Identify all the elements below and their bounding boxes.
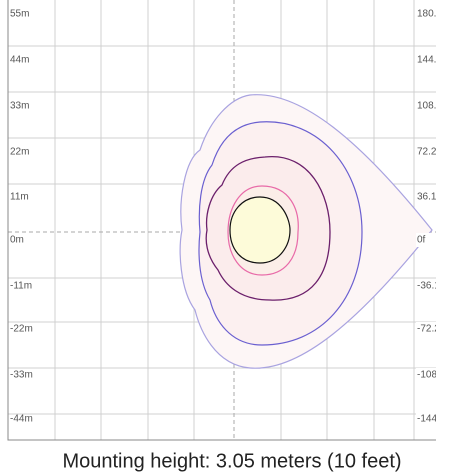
right-label: -108.3f: [417, 370, 448, 381]
label-bg: [416, 412, 436, 426]
left-label: 11m: [10, 192, 29, 203]
left-label: 33m: [10, 101, 29, 112]
right-label: 0f: [417, 235, 426, 246]
right-label: -144.4f: [417, 414, 448, 425]
left-label: -33m: [10, 370, 33, 381]
right-label: 180.4f: [417, 9, 445, 20]
label-bg: [416, 368, 436, 382]
left-label: 55m: [10, 9, 29, 20]
label-bg: [416, 7, 436, 21]
label-bg: [416, 322, 436, 336]
contour: [229, 196, 291, 264]
right-label: -72.2f: [417, 324, 443, 335]
label-bg: [416, 233, 436, 247]
label-bg: [416, 190, 436, 204]
caption: Mounting height: 3.05 meters (10 feet): [62, 450, 401, 472]
right-label: 108.3f: [417, 101, 445, 112]
grid: 180.4f 144.4f 108.3f 72.2f 36.1f 0f -36.1f -72.…: [8, 0, 448, 440]
label-bg: [416, 99, 436, 113]
contours: [179, 94, 433, 369]
left-label: -22m: [10, 324, 33, 335]
left-label: 44m: [10, 55, 29, 66]
left-label: 22m: [10, 147, 29, 158]
left-label: -11m: [10, 281, 32, 292]
right-label: 72.2f: [417, 147, 439, 158]
right-label: 36.1f: [417, 192, 439, 203]
left-label: 0m: [10, 235, 24, 246]
label-bg: [416, 53, 436, 67]
right-label: -36.1f: [417, 281, 443, 292]
left-label: -44m: [10, 414, 33, 425]
label-bg: [416, 279, 436, 293]
right-label: 144.4f: [417, 55, 445, 66]
label-bg: [416, 145, 436, 159]
plot-border: [7, 0, 436, 441]
